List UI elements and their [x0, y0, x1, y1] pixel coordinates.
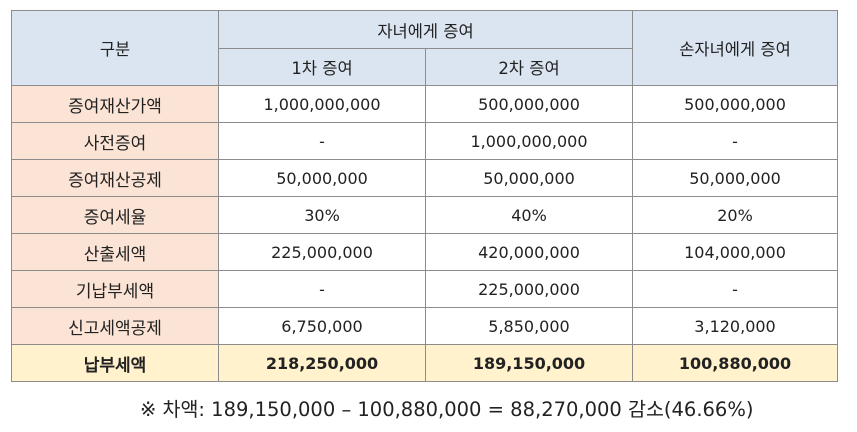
table-row: 사전증여 - 1,000,000,000 - [11, 122, 839, 160]
header-to-children: 자녀에게 증여 [217, 10, 634, 49]
header-to-grandchildren: 손자녀에게 증여 [632, 10, 839, 86]
cell-first-gift: 30% [218, 196, 426, 234]
row-label: 기납부세액 [11, 270, 219, 308]
table-row: 신고세액공제 6,750,000 5,850,000 3,120,000 [11, 307, 839, 345]
header-category: 구분 [11, 10, 219, 86]
total-grandchildren: 100,880,000 [632, 344, 839, 382]
row-label: 신고세액공제 [11, 307, 219, 345]
cell-second-gift: 50,000,000 [424, 159, 634, 197]
row-label: 증여세율 [11, 196, 219, 234]
row-label: 증여재산공제 [11, 159, 219, 197]
row-label: 산출세액 [11, 233, 219, 271]
header-row-2: 1차 증여 2차 증여 [12, 48, 838, 86]
table-row: 기납부세액 - 225,000,000 - [11, 270, 839, 308]
difference-note-text: ※ 차액: 189,150,000 – 100,880,000 = 88,270… [140, 398, 754, 421]
table-row: 증여재산가액 1,000,000,000 500,000,000 500,000… [11, 85, 839, 123]
cell-first-gift: - [218, 122, 426, 160]
total-first-gift: 218,250,000 [218, 344, 426, 382]
cell-grandchildren: 104,000,000 [632, 233, 839, 271]
difference-note: ※ 차액: 189,150,000 – 100,880,000 = 88,270… [140, 393, 753, 422]
gift-tax-comparison-table: 구분 자녀에게 증여 손자녀에게 증여 1차 증여 2차 증여 증여재산가액 1… [11, 10, 839, 382]
header-second-gift: 2차 증여 [424, 48, 634, 86]
total-second-gift: 189,150,000 [424, 344, 634, 382]
cell-second-gift: 500,000,000 [424, 85, 634, 123]
total-row: 납부세액 218,250,000 189,150,000 100,880,000 [11, 344, 839, 382]
header-first-gift: 1차 증여 [218, 48, 426, 86]
total-label: 납부세액 [11, 344, 219, 382]
cell-first-gift: 50,000,000 [218, 159, 426, 197]
cell-second-gift: 40% [424, 196, 634, 234]
cell-second-gift: 1,000,000,000 [424, 122, 634, 160]
cell-first-gift: 6,750,000 [218, 307, 426, 345]
row-label: 사전증여 [11, 122, 219, 160]
cell-second-gift: 5,850,000 [424, 307, 634, 345]
table-row: 산출세액 225,000,000 420,000,000 104,000,000 [11, 233, 839, 271]
cell-first-gift: 225,000,000 [218, 233, 426, 271]
table-row: 증여세율 30% 40% 20% [11, 196, 839, 234]
cell-grandchildren: 500,000,000 [632, 85, 839, 123]
cell-first-gift: 1,000,000,000 [218, 85, 426, 123]
table-row: 증여재산공제 50,000,000 50,000,000 50,000,000 [11, 159, 839, 197]
cell-second-gift: 225,000,000 [424, 270, 634, 308]
cell-grandchildren: - [632, 270, 839, 308]
cell-grandchildren: 50,000,000 [632, 159, 839, 197]
cell-grandchildren: - [632, 122, 839, 160]
cell-second-gift: 420,000,000 [424, 233, 634, 271]
row-label: 증여재산가액 [11, 85, 219, 123]
cell-first-gift: - [218, 270, 426, 308]
header-row-1: 구분 자녀에게 증여 손자녀에게 증여 [11, 10, 839, 86]
cell-grandchildren: 20% [632, 196, 839, 234]
cell-grandchildren: 3,120,000 [632, 307, 839, 345]
